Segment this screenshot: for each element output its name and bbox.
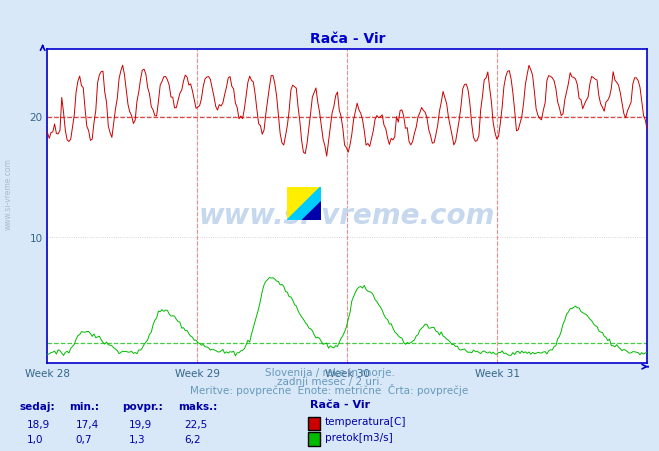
Text: 1,0: 1,0 [26, 434, 43, 444]
Text: pretok[m3/s]: pretok[m3/s] [325, 432, 393, 442]
Text: zadnji mesec / 2 uri.: zadnji mesec / 2 uri. [277, 376, 382, 386]
Text: www.si-vreme.com: www.si-vreme.com [3, 158, 13, 230]
Text: 19,9: 19,9 [129, 419, 152, 428]
Text: 0,7: 0,7 [76, 434, 92, 444]
Polygon shape [287, 187, 321, 221]
Polygon shape [287, 187, 321, 221]
Text: 18,9: 18,9 [26, 419, 49, 428]
Text: temperatura[C]: temperatura[C] [325, 416, 407, 426]
Polygon shape [302, 202, 321, 221]
Text: Slovenija / reke in morje.: Slovenija / reke in morje. [264, 367, 395, 377]
Text: min.:: min.: [69, 401, 100, 411]
Text: 22,5: 22,5 [185, 419, 208, 428]
Text: 17,4: 17,4 [76, 419, 99, 428]
Text: Rača - Vir: Rača - Vir [310, 399, 370, 409]
Text: 1,3: 1,3 [129, 434, 145, 444]
Text: maks.:: maks.: [178, 401, 217, 411]
Text: Meritve: povprečne  Enote: metrične  Črta: povprečje: Meritve: povprečne Enote: metrične Črta:… [190, 383, 469, 395]
Text: 6,2: 6,2 [185, 434, 201, 444]
Text: povpr.:: povpr.: [122, 401, 163, 411]
Text: sedaj:: sedaj: [20, 401, 55, 411]
Text: www.si-vreme.com: www.si-vreme.com [199, 202, 496, 230]
Title: Rača - Vir: Rača - Vir [310, 32, 385, 46]
